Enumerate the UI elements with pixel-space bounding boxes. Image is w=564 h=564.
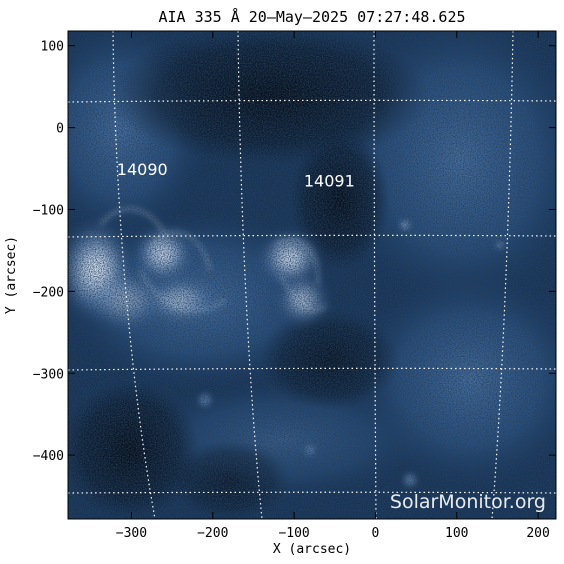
y-axis: 100 0 −100 −200 −300 −400: [33, 40, 556, 464]
x-tick-label: 0: [372, 526, 380, 541]
y-tick-label: 0: [56, 122, 64, 137]
grid-longitude-line: [373, 31, 377, 519]
y-tick-label: −200: [33, 285, 64, 300]
figure-title: AIA 335 Å 20—May—2025 07:27:48.625: [158, 7, 465, 26]
grid-latitude-line: [68, 234, 556, 238]
grid-latitude-line: [68, 491, 556, 494]
x-tick-label: 200: [526, 526, 549, 541]
grid-longitude-line: [237, 31, 263, 519]
x-axis-label: X (arcsec): [273, 542, 351, 557]
solar-image: [68, 31, 556, 519]
heliographic-grid: [68, 31, 556, 519]
active-region-labels: 14090 14091: [117, 160, 355, 190]
plot-frame: [67, 30, 557, 520]
y-axis-label: Y (arcsec): [4, 236, 19, 314]
grid-latitude-line: [68, 99, 556, 103]
image-noise: [68, 31, 556, 519]
x-tick-label: −300: [116, 526, 147, 541]
y-tick-label: −400: [33, 449, 64, 464]
grid-latitude-line: [68, 367, 556, 371]
x-tick-label: −200: [197, 526, 228, 541]
y-tick-label: −100: [33, 203, 64, 218]
x-axis: −300 −200 −100 0 100 200: [116, 31, 550, 541]
watermark: SolarMonitor.org: [390, 491, 546, 513]
y-tick-label: 100: [41, 40, 64, 55]
x-tick-label: 100: [445, 526, 468, 541]
active-region-label: 14090: [117, 160, 168, 179]
active-region-label: 14091: [304, 172, 355, 191]
grid-longitude-line: [491, 31, 514, 519]
x-tick-label: −100: [278, 526, 309, 541]
y-tick-label: −300: [33, 367, 64, 382]
